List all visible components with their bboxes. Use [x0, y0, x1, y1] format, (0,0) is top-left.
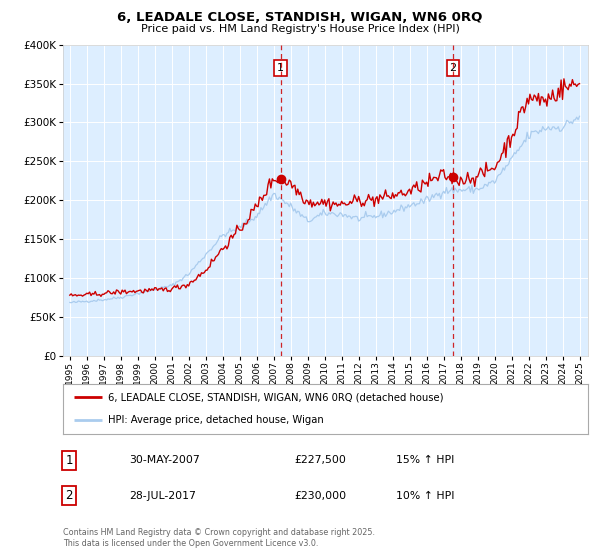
Text: Price paid vs. HM Land Registry's House Price Index (HPI): Price paid vs. HM Land Registry's House … — [140, 24, 460, 34]
Text: 30-MAY-2007: 30-MAY-2007 — [129, 455, 200, 465]
Text: HPI: Average price, detached house, Wigan: HPI: Average price, detached house, Wiga… — [107, 416, 323, 426]
Text: 1: 1 — [277, 63, 284, 73]
Text: 28-JUL-2017: 28-JUL-2017 — [129, 491, 196, 501]
Text: £230,000: £230,000 — [294, 491, 346, 501]
Text: £227,500: £227,500 — [294, 455, 346, 465]
Text: Contains HM Land Registry data © Crown copyright and database right 2025.
This d: Contains HM Land Registry data © Crown c… — [63, 528, 375, 548]
Text: 1: 1 — [65, 454, 73, 467]
Text: 15% ↑ HPI: 15% ↑ HPI — [396, 455, 454, 465]
Text: 2: 2 — [65, 489, 73, 502]
Text: 2: 2 — [449, 63, 457, 73]
Text: 6, LEADALE CLOSE, STANDISH, WIGAN, WN6 0RQ: 6, LEADALE CLOSE, STANDISH, WIGAN, WN6 0… — [118, 11, 482, 24]
Text: 10% ↑ HPI: 10% ↑ HPI — [396, 491, 455, 501]
Text: 6, LEADALE CLOSE, STANDISH, WIGAN, WN6 0RQ (detached house): 6, LEADALE CLOSE, STANDISH, WIGAN, WN6 0… — [107, 392, 443, 402]
